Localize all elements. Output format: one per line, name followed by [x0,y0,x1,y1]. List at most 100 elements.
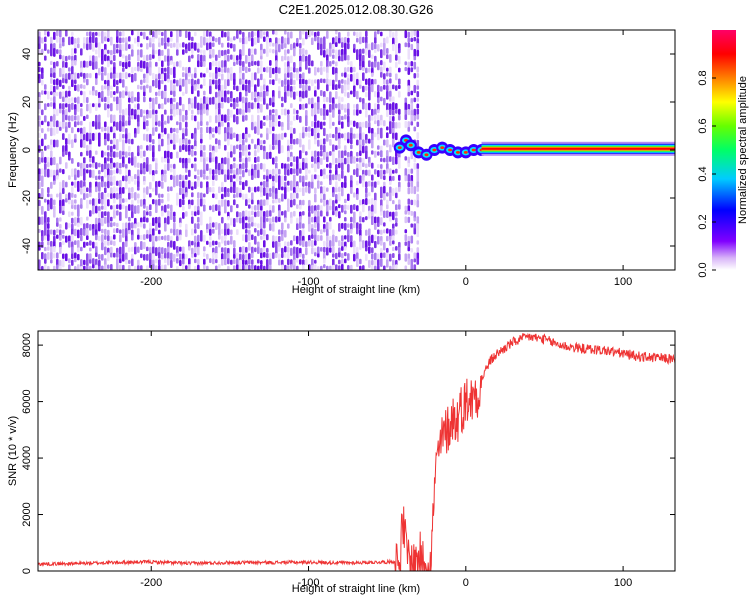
spectrogram-cell [299,204,302,210]
spectrogram-cell [101,175,104,184]
spectrogram-cell [131,49,134,57]
spectrogram-cell [125,151,128,158]
spectrogram-cell [113,96,116,102]
spectrogram-cell [275,241,278,248]
spectrogram-cell [329,216,332,222]
spectrogram-cell [386,72,389,77]
spectrogram-cell [341,252,344,259]
spectrogram-cell [173,228,176,236]
spectrogram-cell [275,37,278,46]
spectrogram-cell [122,222,125,231]
spectrogram-cell [392,115,395,122]
spectrogram-cell [278,229,281,235]
spectrogram-cell [371,133,374,142]
spectrogram-cell [104,205,107,211]
spectrogram-cell [269,60,272,66]
spectrogram-cell [374,223,377,230]
spectrogram-cell [341,48,344,57]
spectrogram-cell [245,108,248,113]
spectrogram-cell [263,222,266,229]
spectrogram-cell [236,96,239,103]
spectrogram-cell [320,144,323,151]
spectrogram-cell [362,174,365,182]
spectrogram-cell [101,181,104,188]
spectrogram-cell [284,246,287,253]
spectrogram-cell [203,96,206,105]
spectrogram-cell [182,66,185,71]
spectrogram-cell [281,79,284,87]
spectrogram-cell [263,235,266,240]
spectrogram-cell [368,259,371,268]
spectrogram-cell [377,222,380,227]
spectrogram-cell [239,144,242,151]
spectrogram-cell [341,169,344,179]
spectrogram-cell [62,229,65,234]
spectrogram-cell [95,49,98,55]
spectrogram-cell [251,210,254,216]
spectrogram-cell [359,211,362,217]
spectrogram-cell [278,181,281,191]
spectrogram-cell [245,222,248,229]
spectrogram-cell [47,102,50,107]
spectrogram-cell [161,181,164,189]
spectrogram-cell [104,151,107,156]
spectrogram-cell [212,48,215,58]
spectrogram-cell [317,67,320,73]
spectrogram-cell [362,216,365,223]
spectrogram-cell [164,30,167,38]
spectrogram-cell [125,259,128,265]
spectrogram-cell [284,55,287,61]
spectrogram-cell [407,174,411,182]
spectrogram-cell [119,234,122,243]
spectrogram-cell [116,49,119,54]
spectrogram-cell [221,187,224,193]
spectrogram-cell [98,205,101,212]
spectrogram-cell [116,222,119,228]
spectrogram-cell [272,241,275,248]
spectrogram-cell [116,103,119,111]
spectrogram-cell [326,30,329,39]
spectrogram-cell [170,228,173,234]
spectrogram-cell [209,222,212,230]
spectrogram-cell [248,198,251,203]
spectrogram-cell [224,31,227,38]
spectrogram-cell [293,253,296,261]
spectrogram-cell [332,192,335,198]
spectrogram-cell [323,168,326,176]
snr-frame [37,330,676,572]
spectrogram-cell [386,210,389,218]
spectrogram-cell [269,204,272,211]
spectrogram-cell [53,72,56,79]
spectrogram-cell [62,253,65,259]
spectrogram-cell [104,258,107,266]
spectrogram-cell [50,157,53,166]
spectrogram-cell [293,265,296,270]
spectrogram-cell [254,222,257,227]
spectrogram-cell [410,210,414,216]
spectrogram-cell [335,181,338,188]
spectrogram-cell [47,168,50,178]
spectrogram-cell [341,241,344,248]
spectrogram-cell [287,79,290,87]
spectrogram-cell [263,174,266,180]
spectrogram-cell [290,217,293,224]
spectrogram-cell [383,120,386,127]
spectrogram-cell [47,252,50,260]
spectrogram-cell [380,49,383,59]
spectrogram-cell [80,235,83,242]
spectrogram-cell [302,264,305,270]
spectrogram-cell [272,90,275,99]
spectrogram-cell [275,174,278,183]
spectrogram-cell [56,60,59,67]
spectrogram-cell [185,229,188,238]
spectrogram-cell [215,156,218,165]
spectrogram-cell [50,169,53,178]
spectrogram-cell [191,145,194,150]
spectrogram-cell [80,133,83,141]
spectrogram-cell [164,235,167,241]
spectrogram-cell [302,162,305,171]
spectrogram-cell [248,48,251,57]
spectrogram-cell [227,151,230,159]
spectrogram-cell [257,210,260,217]
spectrogram-cell [56,85,59,90]
